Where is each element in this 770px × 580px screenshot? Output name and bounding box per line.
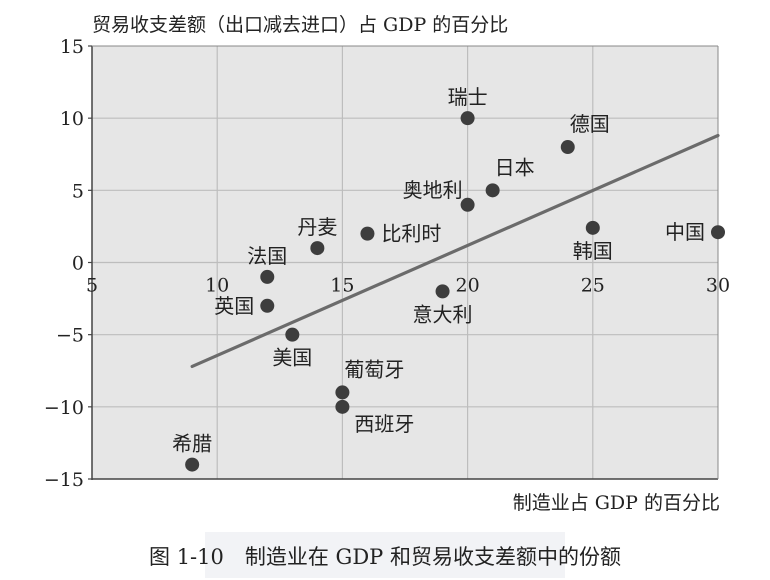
data-point [460, 111, 475, 126]
point-label: 意大利 [413, 302, 473, 326]
y-axis-label: 贸易收支差额（出口减去进口）占 GDP 的百分比 [92, 14, 509, 36]
point-label: 葡萄牙 [344, 357, 404, 381]
x-tick-label: 30 [706, 275, 730, 297]
data-point [260, 269, 275, 284]
data-point [711, 225, 725, 240]
figure-caption-area: 图 1-10 制造业在 GDP 和贸易收支差额中的份额 [0, 532, 770, 578]
point-label: 日本 [495, 155, 535, 179]
data-point [260, 298, 275, 313]
x-tick-label: 10 [205, 275, 229, 297]
data-point [335, 399, 350, 414]
point-label: 瑞士 [448, 85, 488, 109]
x-tick-label: 15 [330, 275, 354, 297]
point-label: 西班牙 [354, 412, 414, 436]
point-label: 美国 [272, 346, 312, 370]
y-tick-label: −15 [44, 469, 84, 491]
point-label: 德国 [570, 112, 610, 136]
data-point [310, 241, 325, 256]
point-label: 韩国 [573, 239, 613, 263]
x-tick-label: 25 [581, 275, 605, 297]
data-point [460, 197, 475, 212]
scatter-chart: 15 10 5 0 −5 −10 −15 5 10 15 20 25 30 瑞士 德国 日本 奥地利 比利时 丹麦… [44, 14, 730, 514]
x-axis-label: 制造业占 GDP 的百分比 [512, 492, 720, 514]
trend-line [190, 133, 720, 369]
y-tick-label: 5 [72, 180, 84, 202]
y-tick-label: 15 [60, 36, 84, 58]
y-tick-label: −5 [56, 325, 84, 347]
data-point [585, 220, 600, 235]
data-point [185, 457, 200, 472]
caption-background [205, 532, 565, 578]
y-tick-label: 10 [60, 108, 84, 130]
point-label: 希腊 [172, 432, 212, 456]
point-label: 英国 [214, 294, 254, 318]
data-point [435, 284, 450, 299]
figure-caption: 图 1-10 制造业在 GDP 和贸易收支差额中的份额 [149, 545, 621, 569]
point-label: 法国 [247, 244, 287, 268]
point-label: 丹麦 [297, 215, 337, 239]
data-point [285, 327, 300, 342]
data-point [360, 226, 375, 241]
y-tick-label: 0 [72, 253, 84, 275]
point-label: 奥地利 [403, 178, 463, 202]
data-point [485, 183, 500, 198]
data-point [335, 385, 350, 400]
x-tick-label: 20 [456, 275, 480, 297]
point-label: 比利时 [381, 222, 441, 246]
x-tick-label: 5 [86, 275, 98, 297]
point-label: 中国 [665, 220, 705, 244]
y-tick-label: −10 [44, 397, 84, 419]
data-point [560, 140, 575, 155]
